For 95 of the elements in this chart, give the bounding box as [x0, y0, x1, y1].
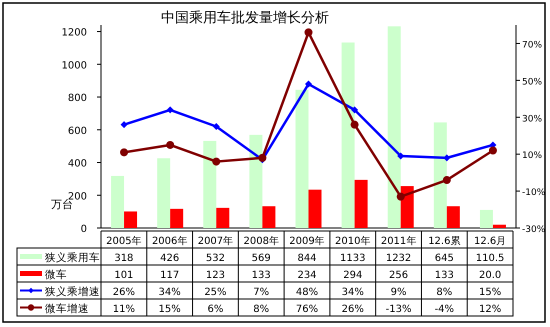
y2-tick-label: -10% [522, 188, 546, 198]
data-label: 34% [158, 287, 181, 298]
bar [388, 26, 401, 228]
y-tick-label: 600 [68, 126, 87, 137]
data-label: 234 [297, 270, 317, 281]
legend-label: 微车增速 [45, 302, 89, 315]
data-label: 133 [434, 270, 454, 281]
y2-tick-label: 10% [522, 151, 542, 162]
y2-tick-label: 70% [522, 40, 542, 50]
data-label: 110.5 [476, 253, 504, 264]
x-tick-label: 2008年 [243, 235, 279, 247]
x-tick-label: 2011年 [380, 235, 416, 247]
bar [400, 186, 414, 228]
bar [124, 211, 138, 228]
bar [434, 122, 447, 228]
data-label: 7% [253, 287, 270, 298]
data-label: 532 [206, 253, 225, 264]
bar [216, 208, 230, 228]
data-label: 123 [206, 270, 225, 281]
data-label: 8% [436, 287, 452, 298]
point [351, 106, 358, 114]
data-label: 12% [478, 304, 502, 315]
legend-label: 微车 [45, 268, 67, 281]
bar [308, 190, 322, 228]
data-label: 426 [160, 253, 180, 264]
legend-label: 狭义乘用车 [45, 251, 100, 264]
bar [203, 140, 216, 228]
bar [480, 210, 493, 228]
point [304, 28, 312, 36]
bar [111, 176, 124, 228]
data-label: -13% [386, 304, 412, 315]
point [120, 148, 128, 156]
point [442, 176, 451, 184]
data-label: 133 [252, 270, 271, 281]
point [305, 80, 312, 88]
point [397, 152, 404, 160]
data-label: 645 [434, 253, 454, 264]
point [166, 106, 174, 114]
data-label: 256 [389, 270, 408, 281]
bar [342, 42, 355, 228]
y-tick-label: 1000 [62, 60, 87, 72]
x-tick-label: 12.6月 [474, 236, 506, 247]
data-label: 26% [342, 304, 364, 315]
bar [446, 206, 460, 228]
data-label: 11% [112, 304, 136, 315]
legend-label: 狭义乘增速 [45, 285, 100, 298]
data-label: 1232 [386, 253, 412, 264]
data-label: 1133 [340, 253, 366, 264]
x-tick-label: 12.6累 [428, 236, 460, 247]
bar [157, 158, 170, 228]
x-tick-label: 2007年 [198, 235, 234, 247]
y-tick-label: 1200 [62, 28, 87, 39]
y-tick-label: 0 [80, 224, 87, 235]
y2-tick-label: 30% [522, 114, 542, 124]
bar [296, 90, 308, 228]
data-label: 34% [342, 287, 364, 298]
point [350, 120, 359, 129]
bar [492, 224, 506, 228]
bar [262, 206, 276, 228]
bar [249, 134, 262, 228]
x-tick-label: 2009年 [289, 235, 325, 247]
point [212, 123, 220, 130]
point [488, 146, 497, 154]
y-tick-label: 400 [68, 158, 87, 170]
data-label: 20.0 [478, 270, 502, 281]
data-label: 318 [114, 253, 134, 264]
data-label: 15% [158, 304, 181, 315]
data-label: 26% [112, 287, 136, 298]
data-label: 48% [296, 287, 318, 298]
data-label: 8% [253, 304, 270, 315]
data-label: 25% [204, 287, 227, 298]
chart-title: 中国乘用车批发量增长分析 [161, 10, 329, 26]
point [212, 158, 220, 166]
y2-tick-label: 50% [522, 77, 542, 88]
data-label: -4% [434, 304, 454, 315]
data-label: 117 [160, 270, 180, 281]
bar [354, 180, 368, 228]
data-label: 101 [114, 270, 134, 281]
x-tick-label: 2006年 [152, 235, 188, 247]
bar [170, 208, 184, 228]
data-label: 15% [478, 287, 502, 298]
point [396, 192, 405, 201]
y2-tick-label: -30% [522, 225, 546, 235]
point [258, 154, 266, 162]
data-label: 294 [343, 270, 362, 281]
data-label: 6% [208, 304, 224, 315]
data-label: 76% [296, 304, 318, 315]
point [120, 121, 128, 128]
y-tick-label: 800 [68, 93, 87, 104]
data-label: 844 [297, 253, 317, 264]
x-tick-label: 2005年 [106, 235, 142, 247]
data-label: 9% [390, 287, 406, 298]
x-tick-label: 2010年 [335, 235, 371, 247]
point [166, 140, 174, 149]
data-label: 569 [252, 253, 271, 264]
